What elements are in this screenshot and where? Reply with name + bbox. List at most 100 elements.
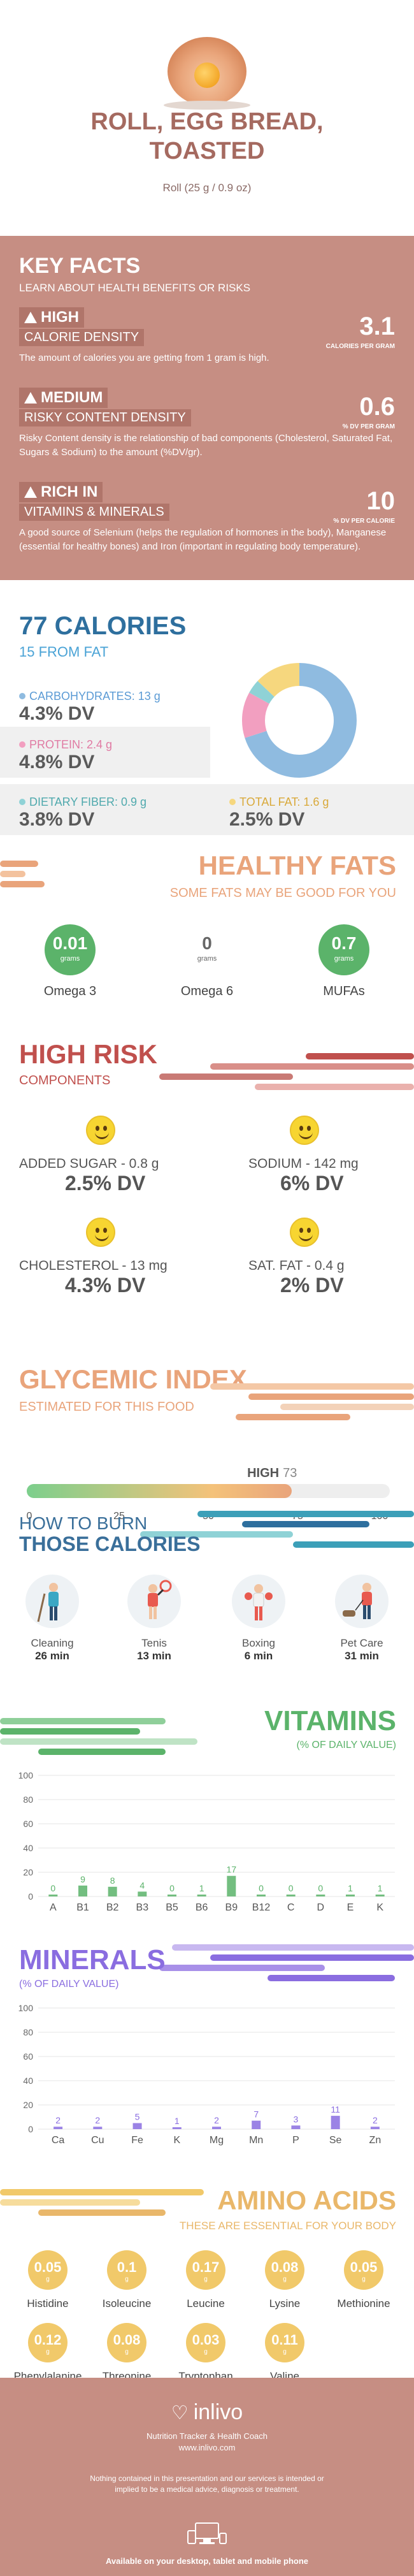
mufas-circle: 0.7 grams [318, 924, 369, 975]
vitamins-minerals-value: 10 [366, 487, 396, 515]
bar-value-label: 17 [227, 1865, 237, 1875]
bar-A [48, 1895, 58, 1896]
bar-B1 [78, 1885, 87, 1896]
bar-B3 [138, 1891, 147, 1896]
calorie-density-desc: The amount of calories you are getting f… [19, 353, 269, 363]
tennis-player-icon [127, 1575, 181, 1628]
risky-content-label: RISKY CONTENT DENSITY [19, 409, 191, 426]
burn-heading-1: HOW TO BURN [19, 1513, 148, 1533]
bar-value-label: 0 [50, 1883, 55, 1893]
x-tick-label: Fe [131, 2135, 143, 2146]
activity-time: 26 min [35, 1650, 69, 1662]
calorie-density-fact: HIGH CALORIE DENSITY 3.1 CALORIES PER GR… [19, 307, 395, 365]
amino-isoleucine: 0.1 g Isoleucine [89, 2250, 165, 2310]
bar-Zn [370, 2127, 380, 2129]
amino-heading: AMINO ACIDS [217, 2185, 396, 2215]
smiley-face-icon [86, 1218, 115, 1247]
bar-value-label: 11 [331, 2104, 340, 2114]
x-tick-label: B3 [136, 1902, 149, 1913]
footer-available: Available on your desktop, tablet and mo… [105, 2556, 309, 2566]
bar-B6 [197, 1895, 206, 1896]
vitamins-minerals-unit: % DV PER CALORIE [333, 518, 395, 525]
amino-leucine: 0.17 g Leucine [168, 2250, 244, 2310]
calories-subheading: 15 FROM FAT [19, 644, 109, 660]
protein-dot-icon [19, 741, 25, 748]
key-facts-subheading: LEARN ABOUT HEALTH BENEFITS OR RISKS [19, 282, 251, 294]
inlivo-logo[interactable]: ♡ inlivo [171, 2400, 243, 2424]
bar-value-label: 1 [348, 1883, 353, 1893]
bar-value-label: 7 [253, 2109, 259, 2120]
activity-time: 13 min [137, 1650, 171, 1662]
footer: ♡ inlivo Nutrition Tracker & Health Coach… [0, 2378, 414, 2576]
bar-value-label: 2 [55, 2115, 61, 2125]
omega6-name: Omega 6 [180, 984, 234, 998]
bar-value-label: 0 [169, 1883, 175, 1893]
x-tick-label: B12 [252, 1902, 271, 1913]
carb-dv: 4.3% DV [19, 703, 95, 724]
bar-B2 [108, 1886, 117, 1896]
bar-value-label: 0 [289, 1883, 294, 1893]
fat-label: TOTAL FAT: 1.6 g [239, 796, 329, 808]
title-line-1: ROLL, EGG BREAD, [90, 108, 324, 135]
bar-value-label: 9 [80, 1874, 85, 1884]
sat-fat-label: SAT. FAT - 0.4 g [248, 1258, 345, 1273]
smiley-face-icon [290, 1116, 319, 1145]
sodium-dv: 6% DV [280, 1172, 344, 1195]
x-tick-label: A [50, 1902, 57, 1913]
risky-content-level: MEDIUM [19, 388, 108, 408]
bar-Mg [212, 2127, 221, 2129]
vitamins-bar-chart: 0 20 40 60 80 100 0 A 9 B1 8 B2 4 B3 0 B5 1 B6 17 B9 0 B12 0 C 0… [18, 1770, 395, 1913]
egg-bread-image [164, 37, 250, 110]
minerals-bar-chart: 0 20 40 60 80 100 2 Ca 2 Cu 5 Fe 1 K 2 Mg 7 Mn 3 P 11 Se 2 Zn [18, 2003, 395, 2146]
glycemic-bar [27, 1484, 390, 1498]
cleaning-person-icon [25, 1575, 79, 1628]
y-tick-label: 80 [23, 1794, 33, 1805]
omega3-circle: 0.01 grams [45, 924, 96, 975]
burn-heading-2: THOSE CALORIES [19, 1532, 201, 1555]
warning-icon [24, 312, 37, 323]
bar-value-label: 5 [135, 2112, 140, 2122]
y-tick-label: 60 [23, 1819, 33, 1829]
bar-B5 [168, 1895, 176, 1896]
bar-E [346, 1895, 355, 1896]
y-tick-label: 0 [28, 1891, 33, 1902]
amino-methionine: 0.05 g Methionine [325, 2250, 402, 2310]
smiley-face-icon [86, 1116, 115, 1145]
minerals-heading: MINERALS [19, 1944, 166, 1976]
sodium-item: SODIUM - 142 mg 6% DV [248, 1116, 414, 1195]
x-tick-label: Zn [369, 2135, 382, 2146]
activity-boxing: Boxing 6 min [214, 1575, 303, 1663]
glycemic-level: HIGH 73 [247, 1466, 297, 1480]
sat-fat-dv: 2% DV [280, 1274, 344, 1297]
fiber-dv: 3.8% DV [19, 809, 95, 830]
x-tick-label: Mn [249, 2135, 263, 2146]
activity-time: 6 min [244, 1650, 273, 1662]
calories-heading: 77 CALORIES [19, 612, 187, 640]
fat-dot-icon [229, 799, 236, 805]
footer-url[interactable]: www.inlivo.com [178, 2443, 236, 2452]
vitamins-section: VITAMINS (% OF DAILY VALUE) 0 20 40 60 80 100… [0, 1692, 414, 1935]
bar-B9 [227, 1875, 236, 1896]
boxer-icon [232, 1575, 285, 1628]
page-title: ROLL, EGG BREAD, TOASTED [0, 107, 414, 166]
protein-label: PROTEIN: 2.4 g [29, 738, 113, 751]
carbohydrates-item: CARBOHYDRATES: 13 g 4.3% DV [19, 690, 210, 725]
bar-value-label: 1 [175, 2116, 180, 2126]
cholesterol-label: CHOLESTEROL - 13 mg [19, 1258, 168, 1273]
omega3-name: Omega 3 [43, 984, 97, 998]
x-tick-label: B2 [106, 1902, 119, 1913]
fat-dv: 2.5% DV [229, 809, 305, 830]
calorie-density-label: CALORIE DENSITY [19, 329, 145, 346]
added-sugar-label: ADDED SUGAR - 0.8 g [19, 1156, 159, 1171]
bar-C [286, 1895, 296, 1896]
y-tick-label: 80 [23, 2027, 33, 2037]
warning-icon [24, 392, 37, 404]
added-sugar-dv: 2.5% DV [65, 1172, 146, 1195]
amino-histidine: 0.05 g Histidine [10, 2250, 86, 2310]
bar-value-label: 0 [318, 1883, 323, 1893]
bar-Fe [132, 2123, 142, 2129]
header: ROLL, EGG BREAD, TOASTED Roll (25 g / 0.… [0, 0, 414, 236]
vitamins-subheading: (% OF DAILY VALUE) [296, 1740, 396, 1750]
x-tick-label: C [287, 1902, 295, 1913]
bar-K [375, 1895, 385, 1896]
